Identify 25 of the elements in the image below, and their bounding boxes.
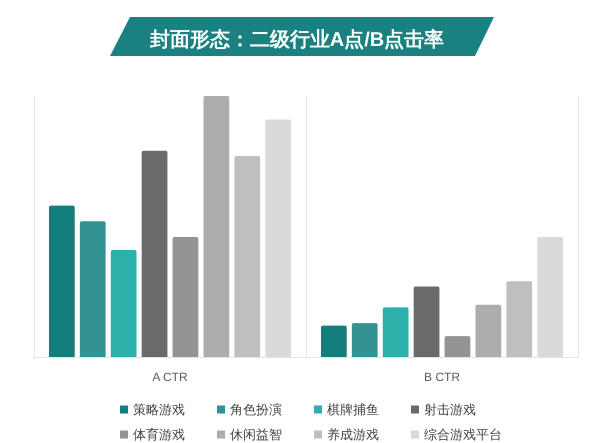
bar: [444, 336, 470, 357]
bar: [142, 150, 168, 357]
legend-label: 体育游戏: [133, 427, 185, 442]
bar: [475, 304, 502, 357]
bar: [382, 307, 409, 357]
chart-title: 封面形态：二级行业A点/B点击率: [148, 28, 444, 51]
legend-label: 角色扮演: [230, 402, 282, 417]
legend-label: 休闲益智: [230, 427, 282, 442]
bar: [414, 286, 440, 357]
bar: [48, 206, 75, 357]
bar: [352, 323, 378, 357]
x-tick-label: A CTR: [152, 370, 188, 384]
legend-label: 综合游戏平台: [424, 427, 502, 442]
legend-label: 射击游戏: [424, 402, 476, 417]
x-tick-label: B CTR: [424, 370, 460, 384]
bar: [320, 326, 347, 357]
legend-label: 策略游戏: [133, 402, 185, 417]
legend-label: 养成游戏: [327, 427, 379, 442]
bar: [80, 221, 106, 357]
legend-label: 棋牌捕鱼: [327, 402, 379, 417]
bar: [506, 281, 532, 357]
bar: [172, 236, 198, 357]
bar: [234, 156, 260, 357]
bar: [110, 250, 137, 357]
bar: [203, 96, 230, 357]
